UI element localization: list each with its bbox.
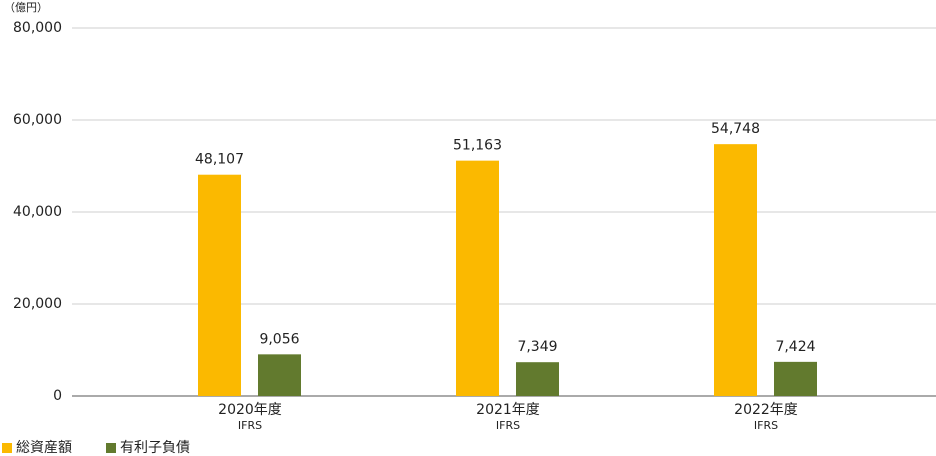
y-tick-label: 40,000 <box>13 204 62 220</box>
y-axis-label: （億円） <box>4 1 48 14</box>
x-tick-sublabel: IFRS <box>238 419 262 432</box>
bar <box>714 144 757 396</box>
bar <box>198 174 241 396</box>
x-tick-label: 2021年度 <box>476 402 540 418</box>
bar <box>516 362 559 396</box>
y-tick-label: 80,000 <box>13 20 62 36</box>
data-label: 48,107 <box>195 152 244 168</box>
legend-label: 有利子負債 <box>120 440 190 456</box>
y-tick-label: 0 <box>53 388 62 404</box>
legend-label: 総資産額 <box>16 440 72 456</box>
y-tick-label: 20,000 <box>13 296 62 312</box>
y-tick-label: 60,000 <box>13 112 62 128</box>
data-label: 7,424 <box>775 339 815 355</box>
bar <box>258 354 301 396</box>
x-tick-label: 2020年度 <box>218 402 282 418</box>
legend-swatch <box>2 443 12 453</box>
data-label: 7,349 <box>517 339 557 355</box>
x-tick-sublabel: IFRS <box>496 419 520 432</box>
legend-swatch <box>106 443 116 453</box>
x-tick-sublabel: IFRS <box>754 419 778 432</box>
data-label: 51,163 <box>453 138 502 154</box>
data-label: 9,056 <box>259 331 299 347</box>
bar <box>774 361 817 396</box>
bar <box>456 160 499 396</box>
data-label: 54,748 <box>711 121 760 137</box>
x-tick-label: 2022年度 <box>734 402 798 418</box>
